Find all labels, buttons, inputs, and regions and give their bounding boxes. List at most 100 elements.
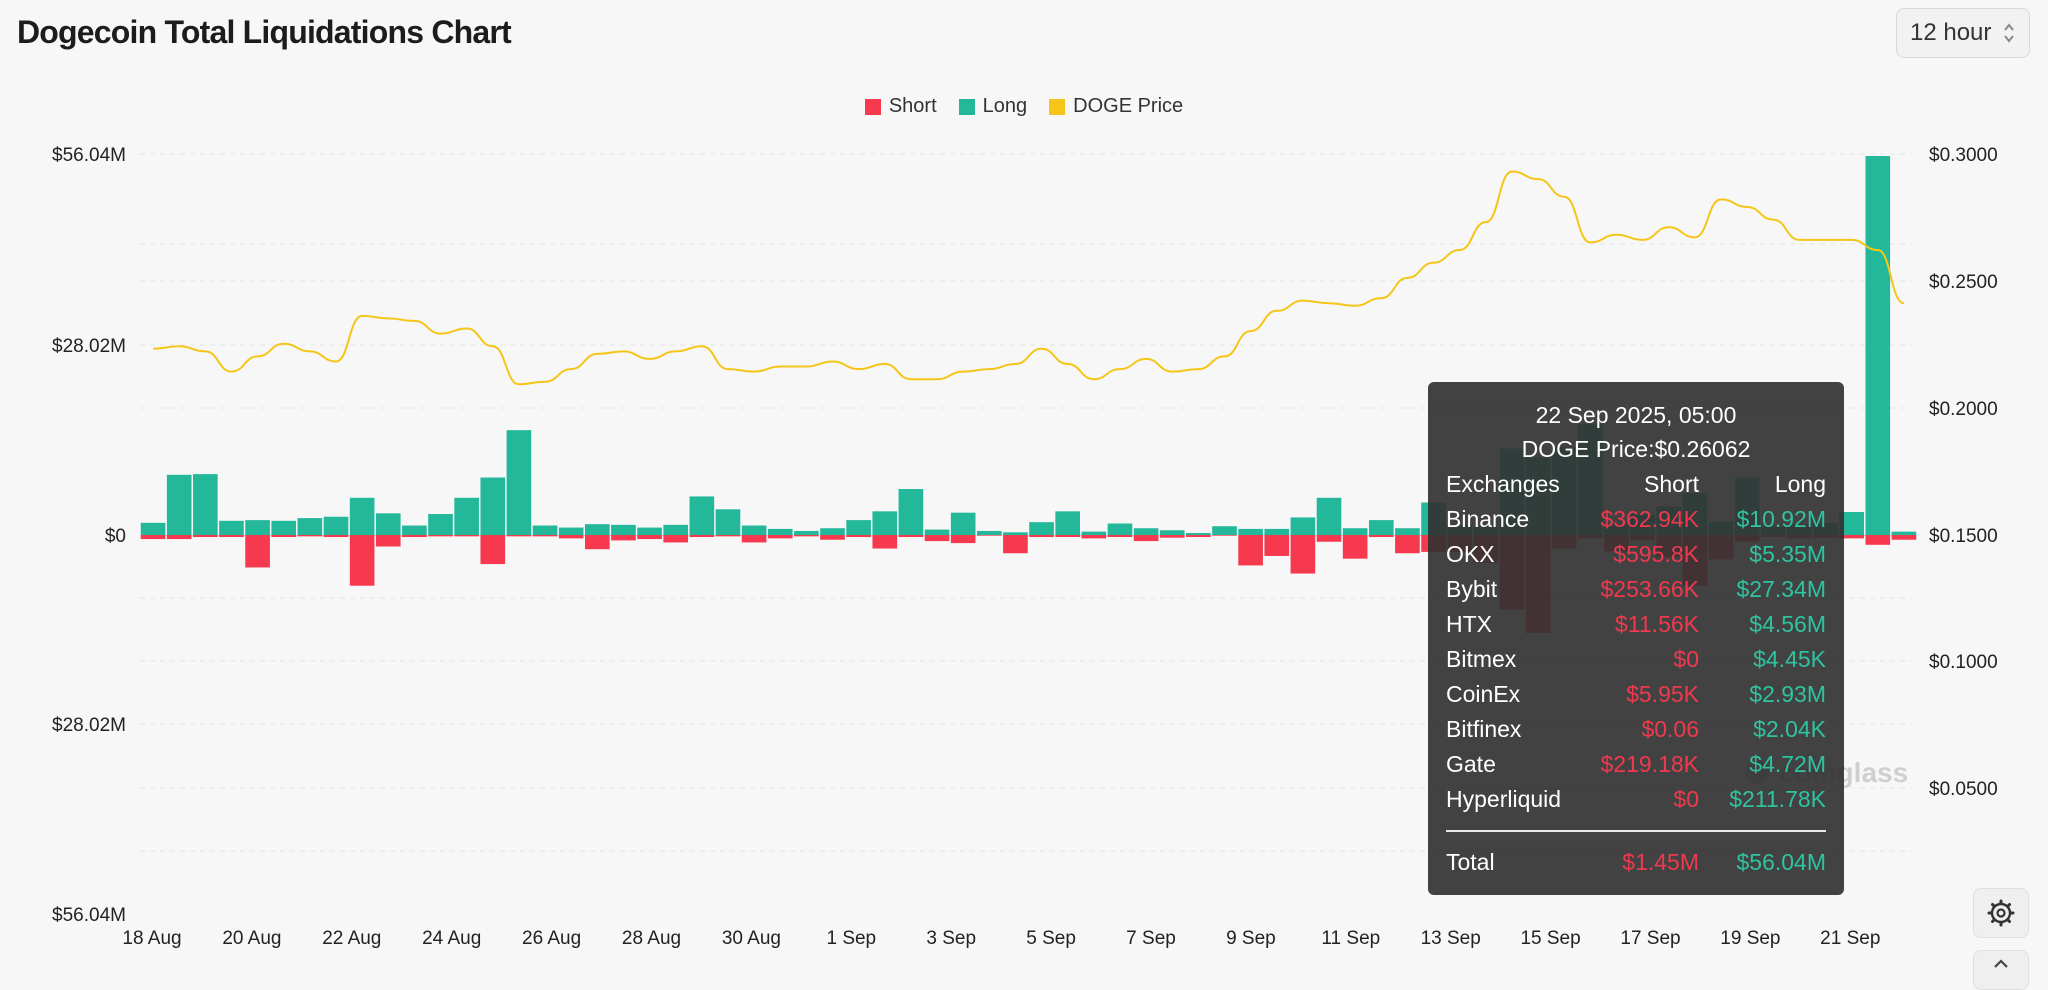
tooltip-time: 22 Sep 2025, 05:00 bbox=[1535, 402, 1737, 428]
long-bar bbox=[323, 516, 349, 535]
long-bar bbox=[846, 520, 871, 535]
y-right-tick-label: $0.1500 bbox=[1929, 526, 1998, 547]
x-tick-label: 1 Sep bbox=[826, 928, 876, 949]
long-bar bbox=[297, 518, 323, 535]
y-right-tick-label: $0.3000 bbox=[1929, 145, 1998, 166]
short-bar bbox=[741, 535, 767, 543]
short-bar bbox=[976, 535, 1002, 536]
tooltip-long: $5.35M bbox=[1749, 541, 1826, 567]
long-bar bbox=[689, 496, 715, 535]
long-bar bbox=[663, 524, 689, 535]
tooltip-header-short: Short bbox=[1644, 471, 1699, 497]
y-right-tick-label: $0.0500 bbox=[1929, 779, 1998, 800]
tooltip-row: Gate $219.18K $4.72M bbox=[1446, 747, 1826, 782]
x-tick-label: 11 Sep bbox=[1321, 928, 1380, 949]
long-bar bbox=[1081, 531, 1107, 535]
settings-gear-icon bbox=[1987, 899, 2015, 927]
long-bar bbox=[585, 524, 610, 535]
short-bar bbox=[872, 535, 898, 549]
short-bar bbox=[924, 535, 950, 542]
tooltip-exchange: Binance bbox=[1446, 506, 1530, 532]
short-bar bbox=[140, 535, 166, 540]
short-bar bbox=[219, 535, 244, 538]
short-bar bbox=[454, 535, 479, 537]
short-bar bbox=[1159, 535, 1185, 538]
interval-select[interactable]: 12 hour bbox=[1896, 8, 2030, 58]
long-bar bbox=[506, 430, 532, 535]
tooltip-header-long: Long bbox=[1774, 471, 1826, 497]
short-bar bbox=[271, 535, 297, 538]
tooltip-short: $11.56K bbox=[1615, 611, 1699, 637]
long-bar bbox=[271, 520, 297, 535]
x-axis: 18 Aug 20 Aug 22 Aug 24 Aug 26 Aug 28 Aug 30 A… bbox=[122, 928, 1880, 949]
short-bar bbox=[375, 535, 401, 547]
short-bar bbox=[480, 535, 506, 565]
short-bar bbox=[767, 535, 793, 539]
short-bar bbox=[1186, 535, 1211, 538]
tooltip-total-row: Total $1.45M $56.04M bbox=[1446, 845, 1826, 880]
x-tick-label: 21 Sep bbox=[1820, 928, 1880, 949]
scroll-up-button[interactable] bbox=[1973, 950, 2029, 990]
short-bar bbox=[637, 535, 662, 540]
long-bar bbox=[1238, 528, 1263, 535]
short-bar bbox=[898, 535, 924, 538]
short-bar bbox=[558, 535, 584, 539]
tooltip-short: $0 bbox=[1673, 786, 1699, 812]
tooltip-price: DOGE Price:$0.26062 bbox=[1521, 436, 1751, 462]
short-bar bbox=[1133, 535, 1159, 542]
y-right-tick-label: $0.1000 bbox=[1929, 652, 1998, 673]
tooltip-divider bbox=[1446, 830, 1826, 832]
legend-label-price: DOGE Price bbox=[1073, 95, 1184, 117]
long-bar bbox=[1107, 523, 1133, 535]
y-left-tick-label: $56.04M bbox=[52, 905, 126, 926]
long-bar bbox=[1865, 156, 1891, 535]
long-bar bbox=[794, 530, 819, 535]
long-bar bbox=[1395, 528, 1420, 535]
long-bar bbox=[1133, 528, 1159, 535]
short-bar bbox=[794, 535, 819, 537]
long-bar bbox=[637, 527, 662, 535]
short-bar bbox=[1055, 535, 1081, 538]
sort-chevrons-icon bbox=[2004, 23, 2014, 43]
long-bar bbox=[558, 527, 584, 535]
tooltip-short: $253.66K bbox=[1600, 576, 1699, 602]
tooltip-exchange: Bitmex bbox=[1446, 646, 1517, 672]
legend-item-long[interactable]: Long bbox=[958, 95, 1027, 118]
tooltip-row: Binance $362.94K $10.92M bbox=[1446, 502, 1826, 537]
legend-item-price[interactable]: DOGE Price bbox=[1049, 95, 1183, 118]
short-bar bbox=[715, 535, 741, 537]
short-bar bbox=[1865, 535, 1891, 545]
long-bar bbox=[611, 524, 636, 535]
short-bar bbox=[1003, 535, 1028, 554]
short-bar bbox=[1029, 535, 1054, 538]
tooltip-short: $0.06 bbox=[1641, 716, 1699, 742]
tooltip-row: Bitmex $0 $4.45K bbox=[1446, 642, 1826, 677]
short-bar bbox=[297, 535, 323, 537]
long-bar bbox=[1342, 528, 1368, 535]
x-tick-label: 20 Aug bbox=[222, 928, 281, 949]
legend-item-short[interactable]: Short bbox=[864, 95, 937, 118]
chart-settings-button[interactable] bbox=[1973, 888, 2029, 938]
short-bar bbox=[820, 535, 845, 540]
y-left-tick-label: $28.02M bbox=[52, 336, 126, 357]
short-bar bbox=[245, 535, 270, 568]
x-tick-label: 24 Aug bbox=[422, 928, 481, 949]
legend-swatch-short bbox=[864, 98, 881, 115]
y-right-tick-label: $0.2000 bbox=[1929, 399, 1998, 420]
long-bar bbox=[349, 497, 375, 535]
doge-price-line bbox=[153, 170, 1905, 386]
x-tick-label: 3 Sep bbox=[926, 928, 976, 949]
tooltip-exchange: CoinEx bbox=[1446, 681, 1521, 707]
short-bar bbox=[1839, 535, 1864, 539]
tooltip-exchange: Hyperliquid bbox=[1446, 786, 1562, 812]
short-bar bbox=[166, 535, 192, 540]
chart-legend: Short Long DOGE Price bbox=[0, 95, 2048, 118]
x-tick-label: 13 Sep bbox=[1421, 928, 1481, 949]
short-bar bbox=[506, 535, 532, 537]
short-bar bbox=[323, 535, 349, 538]
long-bar bbox=[140, 522, 166, 535]
long-bar bbox=[1891, 531, 1917, 535]
tooltip-row: HTX $11.56K $4.56M bbox=[1446, 607, 1826, 642]
long-bar bbox=[166, 474, 192, 535]
long-bar bbox=[898, 489, 924, 535]
